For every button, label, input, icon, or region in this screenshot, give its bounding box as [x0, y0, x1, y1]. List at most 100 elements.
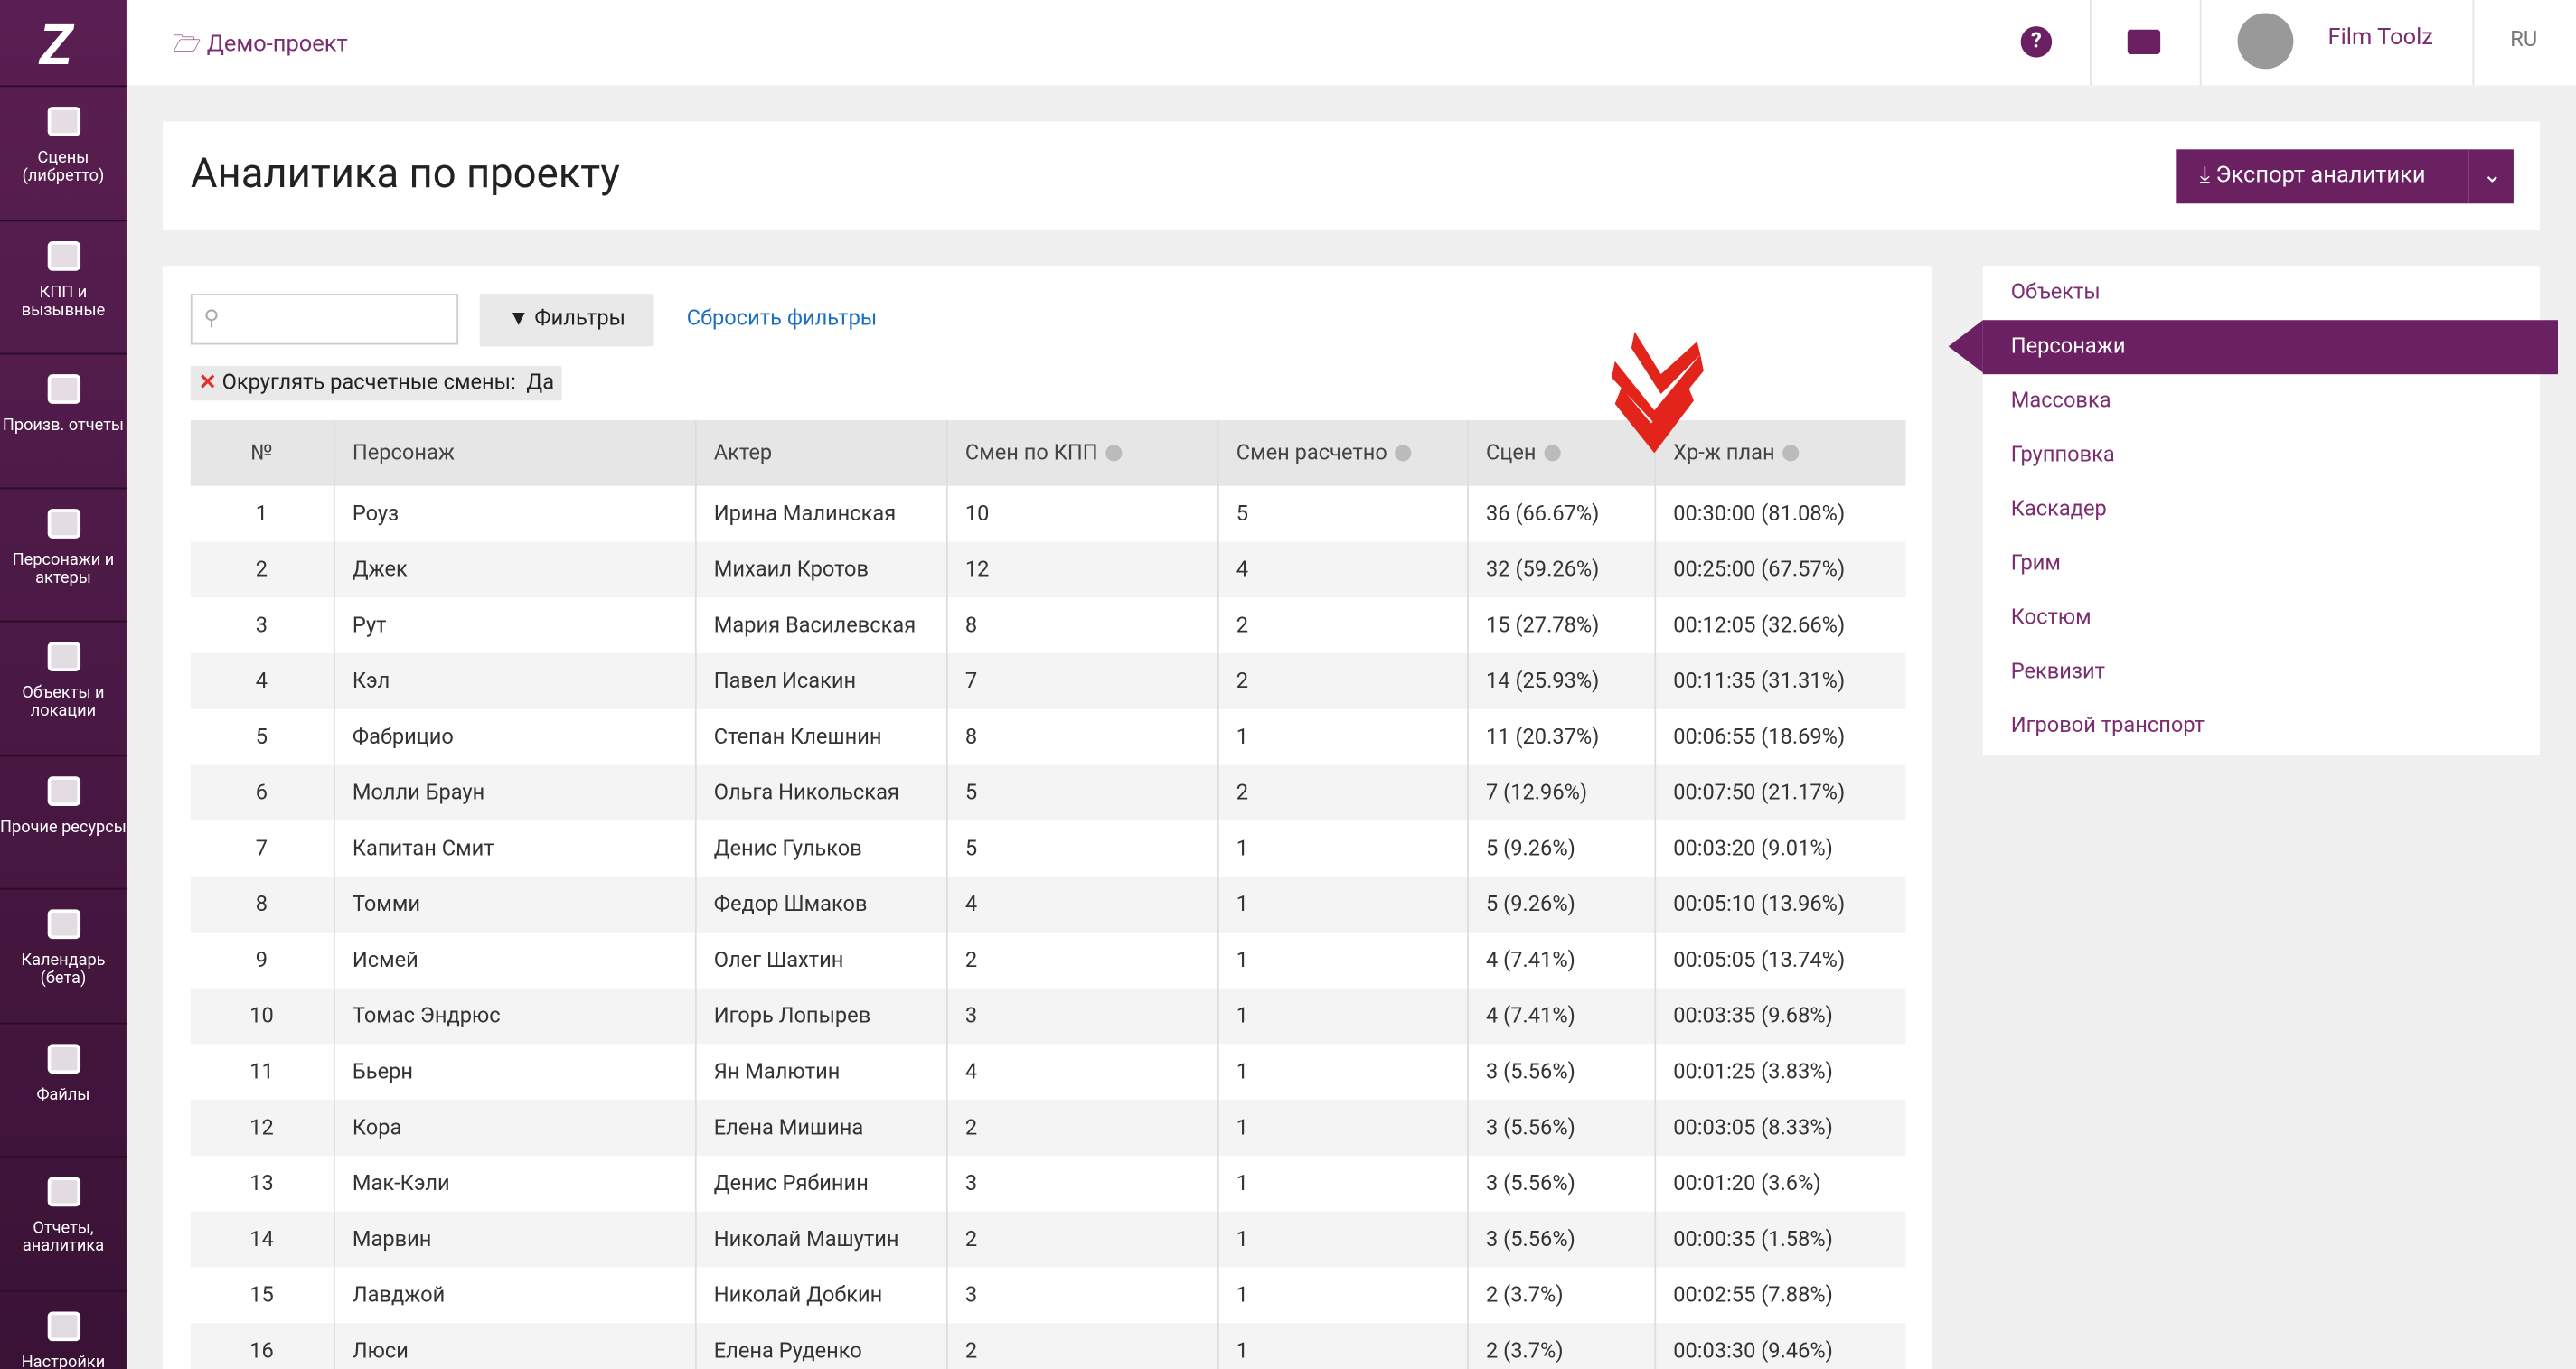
table-cell: 00:25:00 (67.57%) [1654, 541, 1906, 598]
table-cell: Николай Добкин [694, 1267, 947, 1324]
table-cell: 3 (5.56%) [1467, 1155, 1656, 1212]
table-cell: 00:01:20 (3.6%) [1673, 1171, 1821, 1196]
table-cell: 00:30:00 (81.08%) [1673, 501, 1846, 527]
sidebar-item[interactable]: Произв. отчеты [0, 352, 127, 484]
info-icon [1105, 444, 1123, 461]
column-title: Хр-ж план [1673, 440, 1775, 466]
menu-item[interactable]: Групповка [2010, 443, 2115, 468]
table-row: 5 Фабрицио Степан Клешнин 8 1 11 (20.37%) 00:0… [190, 708, 1906, 765]
export-button[interactable]: ⤓ Экспорт аналитики ⌄ [2176, 149, 2514, 204]
sidebar-icon [46, 775, 80, 806]
table-cell: Степан Клешнин [694, 708, 947, 765]
table-cell: Денис Рябинин [694, 1155, 947, 1212]
table-cell: Елена Руденко [694, 1323, 947, 1369]
menu-item[interactable]: Каскадер [2010, 497, 2107, 522]
table-cell: Денис Гульков [694, 820, 947, 877]
table-cell: Роуз [333, 485, 696, 542]
user-name[interactable]: Film Toolz [2327, 24, 2433, 52]
menu-item[interactable]: Костюм [2010, 605, 2092, 631]
column-header[interactable]: Сцен [1467, 420, 1656, 486]
sidebar-icon [46, 1177, 80, 1207]
breadcrumb[interactable]: 🗁 Демо-проект [172, 31, 348, 58]
logo[interactable]: Z [39, 13, 73, 80]
column-header[interactable]: Персонаж [333, 420, 696, 486]
table-cell: 3 (5.56%) [1467, 1100, 1656, 1156]
table-cell: 2 [1217, 653, 1469, 709]
menu-item[interactable]: Реквизит [2010, 660, 2105, 685]
sidebar-label: КПП и вызывные [21, 283, 106, 320]
active-pointer [1948, 320, 1983, 373]
divider [2089, 0, 2092, 86]
table-cell: 4 [1217, 541, 1469, 598]
table-cell: 15 (27.78%) [1467, 597, 1656, 654]
table-cell: 11 [190, 1044, 334, 1101]
table-cell: 2 [1217, 597, 1469, 654]
table-cell: 3 (5.56%) [1467, 1044, 1656, 1101]
reset-filters[interactable]: Сбросить фильтры [686, 306, 878, 332]
table-cell: 4 [190, 653, 334, 709]
table-cell: 13 [190, 1155, 334, 1212]
table-cell: 6 [190, 764, 334, 821]
help-icon[interactable]: ? [2020, 26, 2053, 58]
table-cell: Елена Мишина [694, 1100, 947, 1156]
table-cell: 7 [945, 653, 1218, 709]
table-cell: 1 [1217, 932, 1469, 989]
filters-button[interactable]: ▼ Фильтры [479, 294, 654, 347]
sidebar-item[interactable]: Прочие ресурсы [0, 754, 127, 886]
table-row: 16 Люси Елена Руденко 2 1 2 (3.7%) 00:03:30 (9… [190, 1323, 1906, 1369]
tag-label: Округлять расчетные смены: Да [221, 370, 555, 396]
table-cell: 00:11:35 (31.31%) [1654, 653, 1906, 709]
info-icon [1544, 444, 1561, 461]
table-cell: Бьерн [333, 1044, 696, 1101]
column-header[interactable]: Смен расчетно [1217, 420, 1469, 486]
table-cell: 5 [945, 820, 1218, 877]
sidebar-icon [46, 240, 80, 270]
column-header[interactable]: Смен по КПП [945, 420, 1218, 486]
red-arrow [1612, 331, 1704, 454]
filter-tag[interactable]: ✕ Округлять расчетные смены: Да [190, 366, 563, 401]
table-cell: 2 [945, 1323, 1218, 1369]
sidebar-item[interactable]: Сцены (либретто) [0, 85, 127, 216]
sidebar-item[interactable]: Настройки [0, 1289, 127, 1369]
table-row: 2 Джек Михаил Кротов 12 4 32 (59.26%) 00:25:00… [190, 541, 1906, 598]
column-header[interactable]: Хр-ж план [1654, 420, 1906, 486]
table-cell: 16 [190, 1323, 334, 1369]
table-cell: 7 [190, 820, 334, 877]
table-cell: 00:03:05 (8.33%) [1654, 1100, 1906, 1156]
sidebar-item[interactable]: Персонажи и актеры [0, 486, 127, 618]
table-row: 15 Лавджой Николай Добкин 3 1 2 (3.7%) 00:02:5… [190, 1267, 1906, 1324]
table-cell: Томми [333, 877, 696, 933]
sidebar: Z Сцены (либретто) КПП и вызывные Произв. … [0, 0, 127, 1369]
table-cell: 2 [1217, 764, 1469, 821]
table-cell: 2 [190, 541, 334, 598]
column-title: Актер [713, 440, 773, 466]
sidebar-item[interactable]: Файлы [0, 1021, 127, 1153]
menu-item[interactable]: Грим [2010, 551, 2061, 577]
sidebar-item[interactable]: Объекты и локации [0, 620, 127, 752]
sidebar-item[interactable]: КПП и вызывные [0, 219, 127, 351]
avatar[interactable] [2237, 13, 2294, 70]
menu-item-active[interactable]: Персонажи [1982, 320, 2559, 375]
divider [2472, 0, 2475, 86]
column-header[interactable]: Актер [694, 420, 947, 486]
table-cell: 10 [945, 485, 1218, 542]
sidebar-icon [46, 909, 80, 940]
table-row: 9 Исмей Олег Шахтин 2 1 4 (7.41%) 00:05:05 (13… [190, 932, 1906, 989]
mail-icon[interactable] [2127, 29, 2161, 54]
sidebar-icon [46, 642, 80, 671]
column-header[interactable]: № [190, 420, 334, 486]
menu-item[interactable]: Игровой транспорт [2010, 714, 2205, 739]
table-cell: Игорь Лопырев [694, 988, 947, 1045]
sidebar-item[interactable]: Календарь (бета) [0, 887, 127, 1019]
table-cell: Федор Шмаков [694, 877, 947, 933]
table-cell: 7 (12.96%) [1467, 764, 1656, 821]
sidebar-item[interactable]: Отчеты, аналитика [0, 1155, 127, 1287]
table-cell: 5 (9.26%) [1467, 820, 1656, 877]
menu-item[interactable]: Массовка [2010, 389, 2111, 414]
search-input[interactable]: ⚲ [190, 294, 459, 345]
table-cell: 4 [945, 877, 1218, 933]
language[interactable]: RU [2510, 27, 2538, 53]
menu-item[interactable]: Объекты [2010, 280, 2101, 305]
table-row: 13 Мак-Кэли Денис Рябинин 3 1 3 (5.56%) 00:01:… [190, 1155, 1906, 1212]
table-row: 11 Бьерн Ян Малютин 4 1 3 (5.56%) 00:01:25 (3.… [190, 1044, 1906, 1101]
